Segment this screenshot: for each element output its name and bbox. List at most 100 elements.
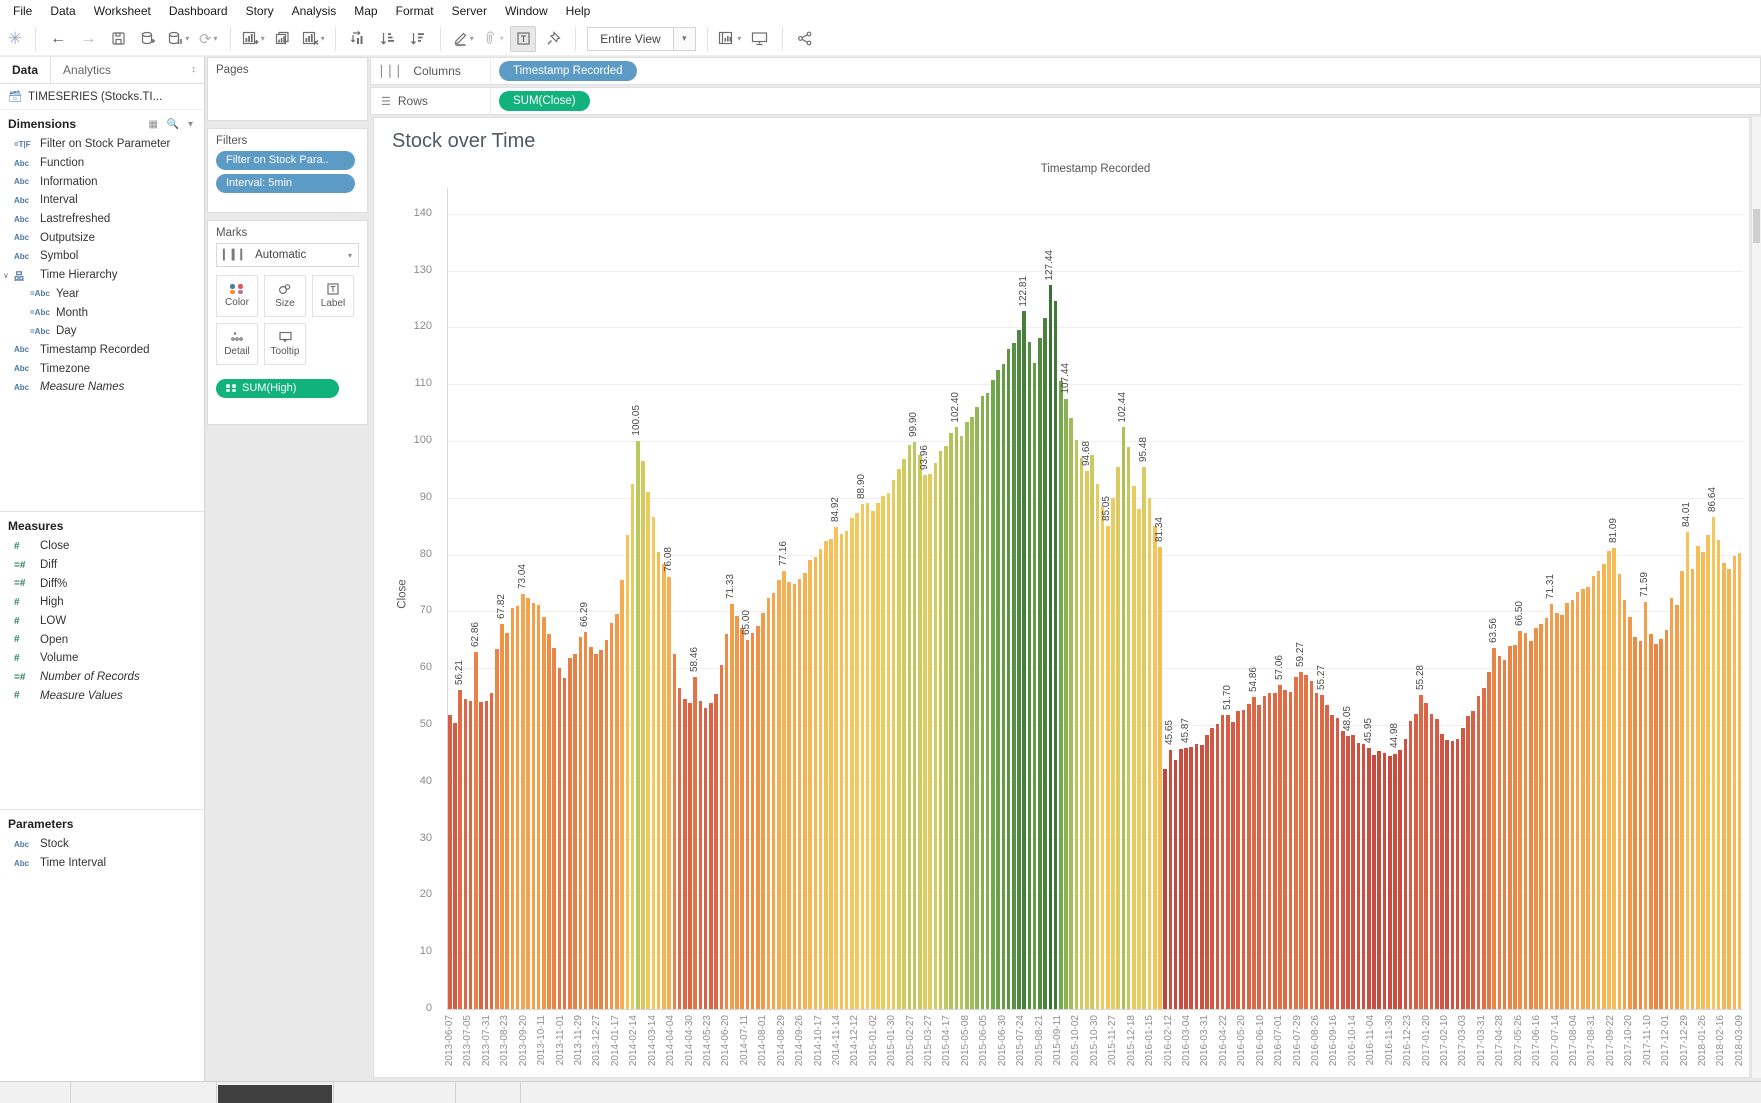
color-button[interactable]: Color	[216, 275, 258, 317]
bar[interactable]	[1482, 688, 1486, 1009]
bar[interactable]	[1670, 598, 1674, 1009]
bar[interactable]	[667, 577, 671, 1009]
show-hide-cards-caret-icon[interactable]: ▾	[737, 34, 741, 43]
menu-item-window[interactable]: Window	[496, 1, 557, 21]
sort-ascending-button[interactable]	[375, 26, 401, 52]
bar[interactable]	[1571, 600, 1575, 1009]
bar[interactable]	[1445, 740, 1449, 1009]
menu-item-help[interactable]: Help	[557, 1, 600, 21]
dimension-field-interval[interactable]: AbcInterval	[0, 191, 204, 210]
size-button[interactable]: Size	[264, 275, 306, 317]
bar[interactable]	[829, 539, 833, 1009]
bar[interactable]	[474, 652, 478, 1009]
bar[interactable]	[688, 703, 692, 1009]
bar[interactable]	[1096, 484, 1100, 1009]
bar[interactable]	[1654, 644, 1658, 1009]
bar[interactable]	[1649, 634, 1653, 1009]
bar[interactable]	[1555, 613, 1559, 1009]
bar[interactable]	[605, 640, 609, 1009]
bar[interactable]	[1346, 736, 1350, 1009]
bar[interactable]	[1054, 301, 1058, 1009]
clear-sheet-button[interactable]: ▾	[300, 26, 326, 52]
pause-updates-button[interactable]: ▾	[165, 26, 191, 52]
bar[interactable]	[1263, 696, 1267, 1009]
bar[interactable]	[834, 527, 838, 1009]
bar[interactable]	[1686, 532, 1690, 1009]
bar[interactable]	[1236, 711, 1240, 1009]
bar[interactable]	[537, 605, 541, 1009]
bar[interactable]	[1623, 600, 1627, 1009]
bar[interactable]	[626, 535, 630, 1009]
bar[interactable]	[1336, 718, 1340, 1010]
bar[interactable]	[573, 654, 577, 1009]
bar[interactable]	[887, 493, 891, 1009]
bar[interactable]	[881, 496, 885, 1009]
highlight-caret-icon[interactable]: ▾	[470, 34, 474, 43]
bar[interactable]	[1513, 645, 1517, 1009]
bar[interactable]	[1158, 547, 1162, 1009]
bar[interactable]	[1278, 685, 1282, 1009]
bar[interactable]	[1424, 703, 1428, 1009]
bar[interactable]	[599, 650, 603, 1009]
bar[interactable]	[1727, 569, 1731, 1009]
bar[interactable]	[1111, 498, 1115, 1009]
mark-type-dropdown[interactable]: ▎▍▎ Automatic ▾	[216, 243, 359, 267]
bar[interactable]	[1545, 618, 1549, 1009]
bar[interactable]	[1414, 714, 1418, 1009]
bar[interactable]	[981, 396, 985, 1009]
bar[interactable]	[1586, 587, 1590, 1009]
bar[interactable]	[1524, 633, 1528, 1009]
bar[interactable]	[1628, 617, 1632, 1009]
bar[interactable]	[620, 580, 624, 1009]
menu-item-story[interactable]: Story	[237, 1, 283, 21]
bar[interactable]	[913, 442, 917, 1009]
bar[interactable]	[1283, 690, 1287, 1009]
bar[interactable]	[1169, 750, 1173, 1009]
bar[interactable]	[1122, 427, 1126, 1009]
bar[interactable]	[1409, 721, 1413, 1009]
bar[interactable]	[970, 417, 974, 1009]
bar[interactable]	[1665, 630, 1669, 1009]
bar[interactable]	[939, 451, 943, 1009]
bar[interactable]	[1153, 526, 1157, 1009]
bar[interactable]	[730, 604, 734, 1009]
bar[interactable]	[678, 688, 682, 1009]
bar[interactable]	[1722, 563, 1726, 1009]
vertical-scrollbar-thumb[interactable]	[1753, 209, 1760, 243]
bar[interactable]	[782, 571, 786, 1009]
new-worksheet-button[interactable]: ▾	[240, 26, 266, 52]
bar[interactable]	[1351, 735, 1355, 1009]
measure-field-diff[interactable]: =#Diff	[0, 556, 204, 575]
bar[interactable]	[1529, 641, 1533, 1009]
dimension-field-filter-on-stock-parameter[interactable]: =T|FFilter on Stock Parameter	[0, 135, 204, 154]
fix-axes-button[interactable]	[540, 26, 566, 52]
bar[interactable]	[996, 370, 1000, 1009]
bar[interactable]	[735, 616, 739, 1009]
bar[interactable]	[558, 668, 562, 1009]
bar[interactable]	[1299, 672, 1303, 1009]
bar[interactable]	[892, 480, 896, 1009]
bar[interactable]	[1466, 716, 1470, 1009]
bar[interactable]	[1294, 677, 1298, 1009]
bar[interactable]	[824, 541, 828, 1009]
bar[interactable]	[1492, 648, 1496, 1009]
bar[interactable]	[1242, 710, 1246, 1009]
bar[interactable]	[683, 699, 687, 1009]
bar[interactable]	[1038, 338, 1042, 1009]
menu-item-file[interactable]: File	[4, 1, 41, 21]
bar[interactable]	[808, 560, 812, 1009]
bar[interactable]	[819, 549, 823, 1009]
rows-shelf[interactable]: ☰ Rows SUM(Close)	[370, 87, 1761, 115]
bar[interactable]	[458, 690, 462, 1009]
rows-pill-sum-close[interactable]: SUM(Close)	[499, 91, 590, 111]
bar[interactable]	[840, 534, 844, 1009]
bar[interactable]	[662, 564, 666, 1009]
bar[interactable]	[720, 665, 724, 1009]
bar[interactable]	[1451, 741, 1455, 1009]
bar[interactable]	[704, 708, 708, 1009]
bar[interactable]	[1471, 711, 1475, 1009]
bar[interactable]	[902, 459, 906, 1009]
filter-pill-stock-parameter[interactable]: Filter on Stock Para..	[216, 151, 355, 170]
bar[interactable]	[955, 427, 959, 1009]
bar[interactable]	[975, 407, 979, 1009]
